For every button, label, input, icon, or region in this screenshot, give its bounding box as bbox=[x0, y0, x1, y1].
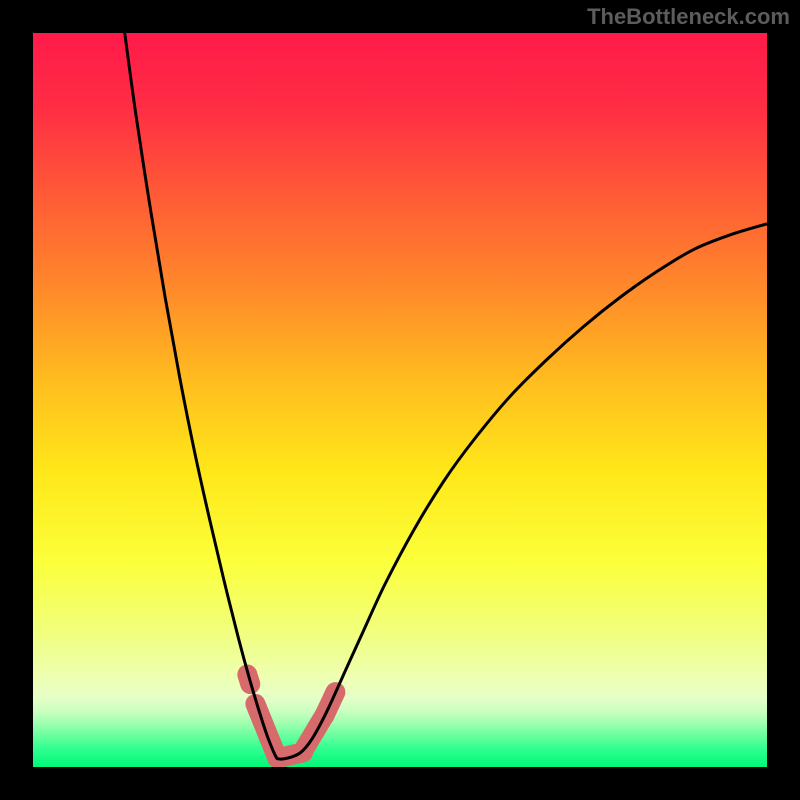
chart-svg bbox=[33, 33, 767, 767]
bottleneck-chart: TheBottleneck.com bbox=[0, 0, 800, 800]
gradient-background bbox=[33, 33, 767, 767]
plot-area bbox=[33, 33, 767, 767]
watermark-text: TheBottleneck.com bbox=[587, 4, 790, 30]
